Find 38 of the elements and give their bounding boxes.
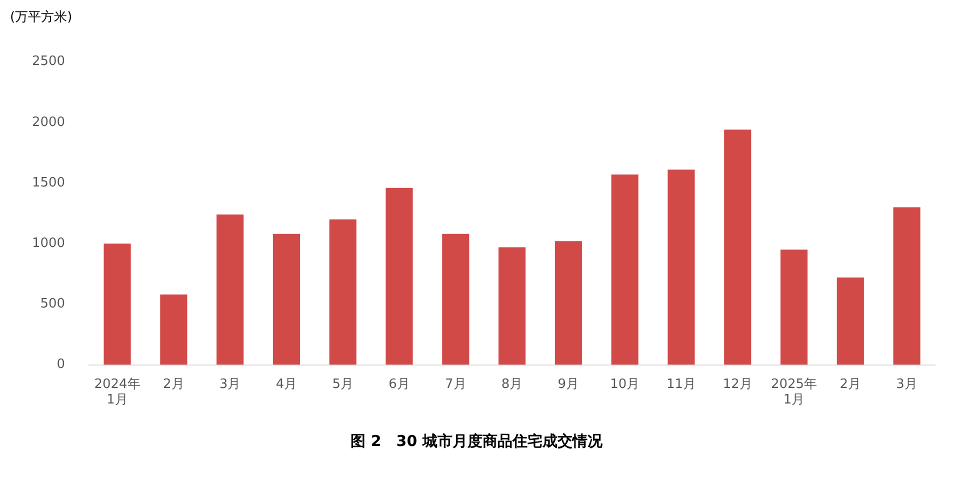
y-tick-label: 2000 [32,114,66,130]
bar [724,130,752,365]
bar [329,219,356,365]
bar [442,234,470,365]
bar [780,250,808,365]
y-tick-label: 500 [40,296,66,312]
bar [498,247,526,365]
bar [386,188,413,365]
x-tick-label: 7月 [445,376,466,392]
x-tick-label: 2024年 1月 [94,376,140,408]
bar [554,241,582,365]
x-tick-label: 2025年 1月 [770,376,818,408]
bar [836,278,864,365]
y-axis-title: (万平方米) [9,9,74,27]
y-tick-label: 2500 [32,54,66,70]
y-tick-label: 0 [56,357,66,372]
x-tick-label: 2月 [840,376,862,392]
y-tick-label: 1000 [32,236,66,251]
x-tick-label: 8月 [501,376,523,392]
text: 图 2 30 城市月度商品住宅成交情况 [350,432,604,451]
bar [611,174,638,365]
bar [893,207,920,365]
bar [104,244,131,365]
x-tick-label: 12月 [722,376,752,392]
bar [668,170,695,365]
x-tick-label: 9月 [558,376,580,392]
x-tick-label: 3月 [219,376,241,392]
x-tick-label: 3月 [896,376,918,392]
x-tick-label: 11月 [666,376,696,392]
bar [272,234,300,365]
bar [216,214,244,365]
bar [160,294,188,365]
x-tick-label: 4月 [276,376,298,392]
x-tick-label: 2月 [163,376,184,392]
x-tick-label: 10月 [610,376,640,392]
y-tick-label: 1500 [32,175,66,190]
x-tick-label: 5月 [332,376,354,392]
x-tick-label: 6月 [388,376,410,392]
